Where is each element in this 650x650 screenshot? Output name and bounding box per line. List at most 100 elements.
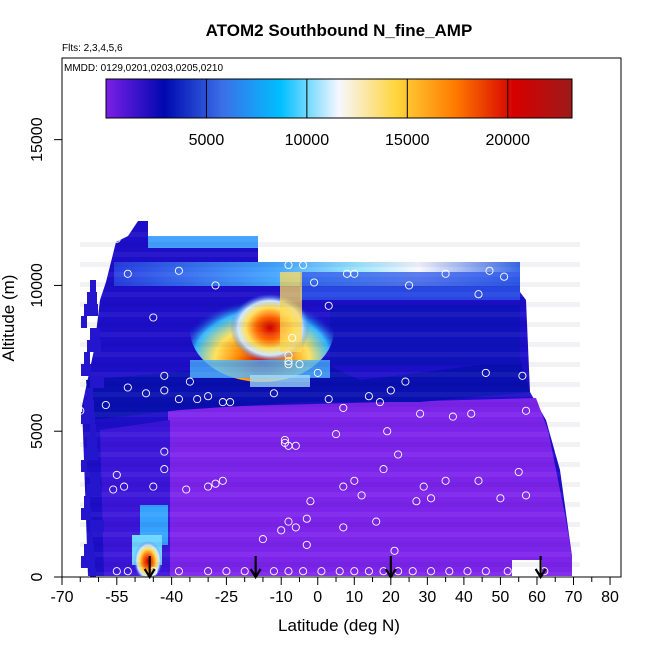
observation-point	[441, 476, 450, 485]
observation-point	[174, 395, 183, 404]
x-tick-label: 70	[565, 589, 583, 606]
x-tick-label: -25	[215, 589, 238, 606]
heatmap-edge-step	[87, 388, 93, 400]
observation-point	[204, 567, 213, 576]
heatmap-band	[80, 532, 580, 537]
observation-point	[193, 395, 202, 404]
x-tick-label: 60	[528, 589, 546, 606]
observation-point	[284, 357, 293, 366]
heatmap-edge-step	[84, 352, 90, 364]
observation-point	[112, 470, 121, 479]
chart-title: ATOM2 Southbound N_fine_AMP	[206, 21, 473, 40]
observation-point	[383, 427, 392, 436]
observation-point	[182, 485, 191, 494]
observation-point	[291, 441, 300, 450]
x-tick-label: 20	[382, 589, 400, 606]
heatmap-banding	[80, 232, 580, 577]
x-tick-label: -10	[270, 589, 293, 606]
observation-point	[299, 260, 308, 270]
heatmap-band	[80, 382, 580, 387]
x-tick-label: 30	[418, 589, 436, 606]
observation-point	[76, 406, 85, 415]
observation-point	[503, 567, 512, 576]
observation-point	[313, 368, 322, 377]
x-tick-label: -55	[105, 589, 128, 606]
observation-point	[226, 398, 235, 407]
heatmap-edge-step	[90, 568, 96, 577]
heatmap-band	[80, 432, 580, 437]
observation-point	[295, 360, 304, 369]
x-tick-label: 40	[455, 589, 473, 606]
heatmap-edge-step	[87, 436, 97, 448]
observation-point	[258, 535, 267, 544]
heatmap-plume-column	[280, 272, 302, 352]
x-tick-label: 0	[313, 589, 322, 606]
observation-point	[419, 482, 428, 491]
heatmap-edge-step	[81, 364, 91, 376]
observation-point	[448, 412, 457, 421]
colorbar-tick-label: 15000	[385, 132, 430, 149]
observation-point	[525, 567, 534, 576]
heatmap-band	[80, 462, 580, 467]
observation-point	[269, 389, 278, 398]
heatmap-band	[80, 392, 580, 397]
heatmap-band	[80, 332, 580, 337]
heatmap-upper-cap	[148, 236, 258, 248]
observation-point	[174, 567, 183, 576]
heatmap-edge-step	[84, 448, 98, 460]
heatmap-band	[80, 272, 580, 277]
observation-point	[317, 567, 326, 576]
heatmap-edge-step	[84, 496, 90, 508]
heatmap-band	[80, 402, 580, 407]
heatmap-band	[80, 362, 580, 367]
observation-point	[211, 281, 220, 290]
heatmap-edge-step	[87, 292, 97, 304]
observation-point	[339, 523, 348, 532]
x-tick-label: -70	[50, 589, 73, 606]
observation-point	[339, 482, 348, 491]
observation-point	[364, 567, 373, 576]
x-tick-label: 80	[601, 589, 619, 606]
observation-point	[160, 447, 169, 456]
heatmap-edge-step	[90, 328, 100, 340]
observation-point	[109, 485, 118, 494]
observation-point	[335, 567, 344, 576]
heatmap-band	[80, 482, 580, 487]
observation-point	[112, 567, 121, 576]
observation-point	[204, 482, 213, 491]
colorbar-ticks: 5000 10000 15000 20000	[189, 79, 530, 149]
heatmap-band	[80, 282, 580, 287]
observation-point	[426, 494, 436, 503]
observation-point	[386, 386, 395, 395]
plot-frame	[61, 57, 622, 578]
observation-point	[291, 523, 300, 532]
observation-point	[211, 479, 220, 488]
heatmap-band	[80, 312, 580, 317]
observation-point	[218, 476, 227, 485]
observation-point	[372, 517, 381, 526]
heatmap-edge-step	[90, 472, 100, 484]
observation-point	[123, 383, 132, 392]
observation-point	[310, 278, 319, 287]
heatmap-band	[80, 262, 580, 267]
x-axis: -70 -55 -40 -25 -10 0 10 20 30 40 50 60 70 80	[50, 577, 619, 606]
heatmap-field	[80, 221, 580, 577]
colorbar: 5000 10000 15000 20000	[105, 78, 573, 149]
dates-subtitle: MMDD: 0129,0201,0203,0205,0210	[64, 63, 223, 74]
heatmap-plume-tail	[250, 375, 310, 387]
observation-point	[467, 409, 476, 418]
colorbar-tick-label: 5000	[189, 132, 225, 149]
heatmap-band	[80, 452, 580, 457]
heatmap-band	[80, 502, 580, 507]
heatmap-band	[80, 542, 580, 547]
observation-point	[496, 494, 505, 503]
observation-point	[160, 371, 169, 380]
observation-point	[518, 371, 527, 380]
observation-point	[123, 269, 132, 278]
colorbar-tick-label: 20000	[485, 132, 530, 149]
observation-point	[350, 476, 359, 485]
observation-point	[123, 567, 132, 576]
colorbar-tick-label: 10000	[285, 132, 330, 149]
heatmap-band	[80, 252, 580, 257]
